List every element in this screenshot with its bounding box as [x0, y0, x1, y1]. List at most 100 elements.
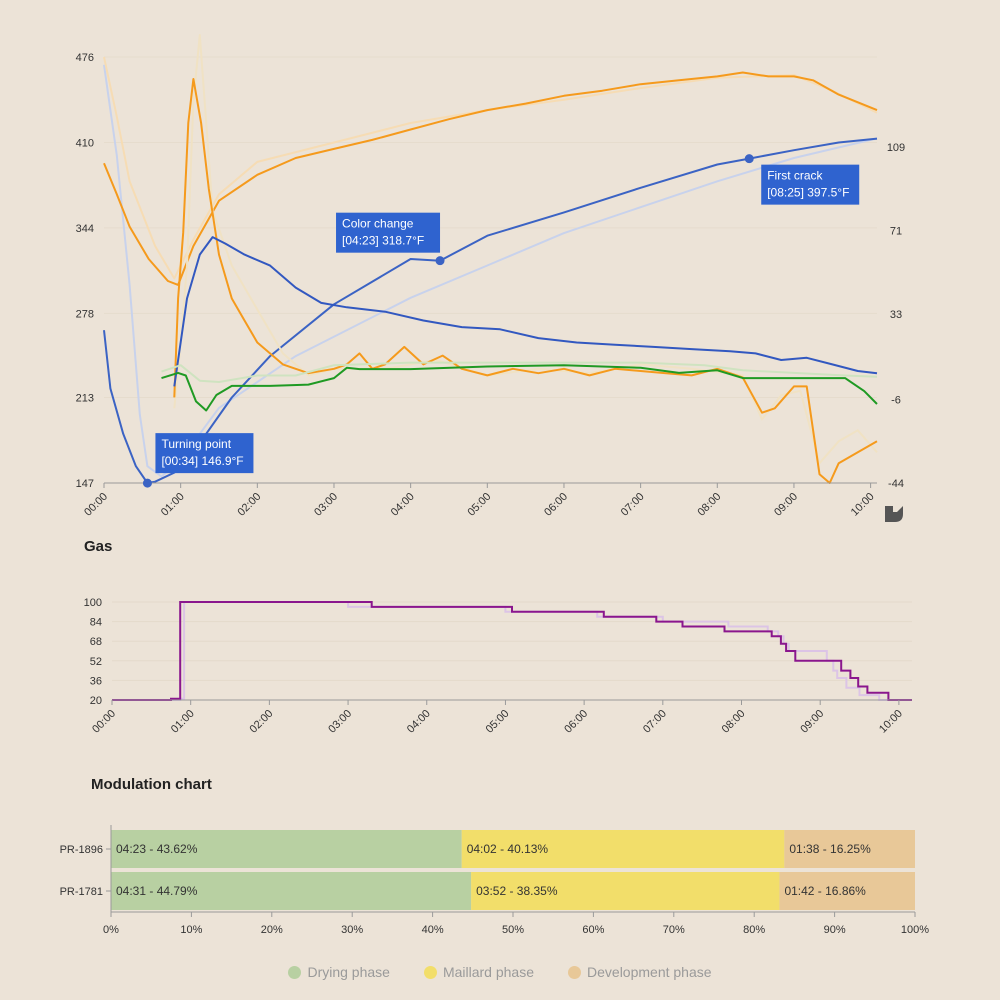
x-tick-label: 02:00	[248, 708, 276, 736]
x-tick-label: 05:00	[484, 708, 512, 736]
legend-swatch-maillard	[423, 965, 437, 979]
annotation-title: Color change	[342, 217, 414, 231]
brand-logo-icon	[885, 506, 903, 522]
x-tick-label: 07:00	[641, 708, 669, 736]
y-left-tick-label: 213	[76, 393, 94, 405]
roast-curve-chart: 147 213 278 344 410 476 -44 -6 33 71 109 00:00 01:00…	[76, 34, 905, 522]
annotation-title: Turning point	[161, 437, 231, 451]
x-tick-label: 02:00	[235, 491, 263, 519]
x-tick-label: 04:00	[389, 491, 417, 519]
y-left-tick-label: 278	[76, 308, 94, 320]
bar-label: 01:38 - 16.25%	[789, 842, 871, 856]
annotation-title: First crack	[767, 169, 823, 183]
x-tick-label: 09:00	[772, 491, 800, 519]
annotation-marker	[744, 154, 754, 164]
y-right-tick-label: 71	[890, 225, 902, 237]
legend-label-maillard: Maillard phase	[442, 964, 535, 980]
y-tick-label: 84	[90, 617, 102, 629]
legend-swatch-development	[568, 965, 582, 979]
x-tick-label: 01:00	[159, 491, 187, 519]
x-tick-label: 06:00	[562, 708, 590, 736]
series-et	[103, 71, 878, 286]
annotation-label: [04:23] 318.7°F	[342, 234, 424, 248]
y-left-tick-label: 476	[76, 52, 94, 64]
series-delta_ref	[161, 361, 878, 383]
x-tick-label: 90%	[824, 924, 846, 936]
bar-label: 04:23 - 43.62%	[116, 842, 198, 856]
annotation-marker	[142, 478, 152, 488]
x-tick-label: 03:00	[312, 491, 340, 519]
x-tick-label: 70%	[663, 924, 685, 936]
series-ror_bt	[173, 236, 878, 387]
bar-label: 03:52 - 38.35%	[476, 884, 558, 898]
y-left-tick-label: 147	[76, 478, 94, 490]
annotation-0: Turning point [00:34] 146.9°F	[142, 433, 254, 488]
modulation-chart: 04:23 - 43.62% 04:02 - 40.13% 01:38 - 16.2…	[60, 825, 929, 936]
y-tick-label: 52	[90, 656, 102, 668]
x-tick-label: 100%	[901, 924, 929, 936]
main-series	[103, 34, 878, 484]
x-tick-label: 10%	[180, 924, 202, 936]
category-label: PR-1781	[60, 886, 103, 898]
bar-label: 01:42 - 16.86%	[784, 884, 866, 898]
category-label: PR-1896	[60, 844, 103, 856]
modulation-bars: 04:23 - 43.62% 04:02 - 40.13% 01:38 - 16.2…	[111, 830, 915, 910]
y-right-tick-label: 33	[890, 309, 902, 321]
modulation-title: Modulation chart	[91, 776, 212, 793]
y-tick-label: 100	[84, 597, 102, 609]
y-tick-label: 36	[90, 675, 102, 687]
y-tick-label: 20	[90, 695, 102, 707]
x-tick-label: 60%	[582, 924, 604, 936]
annotation-marker	[435, 256, 445, 266]
y-right-tick-label: -6	[891, 395, 901, 407]
gas-series	[112, 601, 912, 701]
gas-axes: 20 36 52 68 84 100 00:00 01:00 02:00 03:00 04:00 05…	[84, 597, 912, 736]
x-tick-label: 06:00	[542, 491, 570, 519]
y-right-tick-label: -44	[888, 478, 904, 490]
x-tick-label: 10:00	[849, 491, 877, 519]
x-tick-label: 0%	[103, 924, 119, 936]
phase-legend: Drying phase Maillard phase Development …	[0, 964, 1000, 980]
annotation-1: Color change [04:23] 318.7°F	[336, 212, 445, 266]
series-gas	[112, 601, 912, 701]
annotation-label: [00:34] 146.9°F	[161, 454, 243, 468]
bar-label: 04:31 - 44.79%	[116, 884, 198, 898]
bar-segment	[779, 872, 915, 910]
x-tick-label: 80%	[743, 924, 765, 936]
x-tick-label: 07:00	[619, 491, 647, 519]
y-tick-label: 68	[90, 636, 102, 648]
annotation-label: [08:25] 397.5°F	[767, 186, 849, 200]
legend-swatch-drying	[288, 965, 302, 979]
x-tick-label: 03:00	[326, 708, 354, 736]
annotation-box	[761, 164, 860, 205]
bar-segment	[111, 872, 472, 910]
legend-item-development[interactable]: Development phase	[568, 964, 712, 980]
x-tick-label: 30%	[341, 924, 363, 936]
x-tick-label: 08:00	[695, 491, 723, 519]
series-ror_et	[173, 78, 878, 484]
annotation-2: First crack [08:25] 397.5°F	[744, 154, 860, 205]
x-tick-label: 10:00	[877, 708, 905, 736]
series-gas_ref	[112, 601, 912, 701]
x-tick-label: 50%	[502, 924, 524, 936]
legend-item-maillard[interactable]: Maillard phase	[423, 964, 535, 980]
annotation-box	[336, 212, 441, 253]
x-tick-label: 01:00	[169, 708, 197, 736]
legend-item-drying[interactable]: Drying phase	[288, 964, 390, 980]
legend-label-drying: Drying phase	[307, 964, 390, 980]
series-delta	[161, 364, 878, 412]
legend-label-development: Development phase	[587, 964, 712, 980]
x-tick-label: 00:00	[90, 708, 118, 736]
x-tick-label: 08:00	[720, 708, 748, 736]
annotation-box	[155, 433, 254, 474]
bar-segment	[471, 872, 780, 910]
x-tick-label: 09:00	[798, 708, 826, 736]
bar-segment	[111, 830, 462, 868]
y-left-tick-label: 410	[76, 137, 94, 149]
x-tick-label: 05:00	[465, 491, 493, 519]
series-bt	[103, 137, 878, 484]
y-left-tick-label: 344	[76, 223, 94, 235]
series-et_ref	[103, 56, 878, 280]
bar-segment	[461, 830, 785, 868]
x-tick-label: 04:00	[405, 708, 433, 736]
